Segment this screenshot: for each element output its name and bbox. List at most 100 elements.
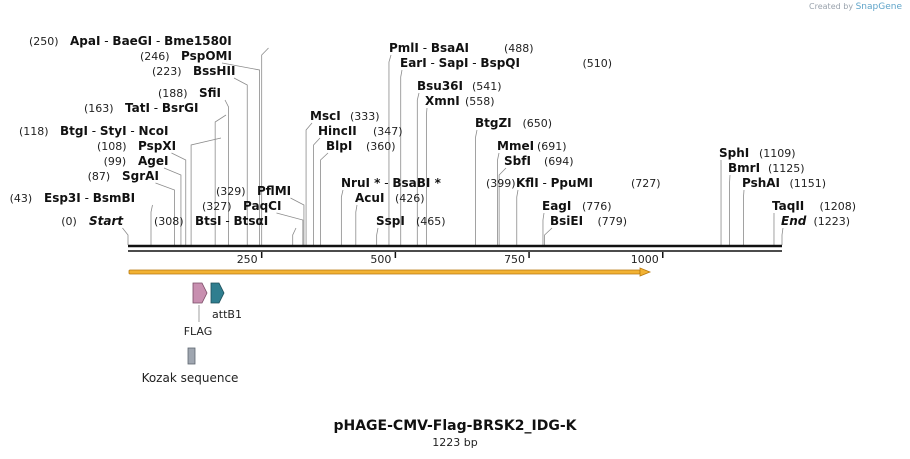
- enzyme-name: EagI: [542, 199, 571, 213]
- site-label[interactable]: AcuI: [355, 191, 384, 205]
- site-leader: [313, 137, 321, 245]
- site-leader: [355, 204, 358, 245]
- site-position: (360): [366, 140, 396, 153]
- site-position: (163): [84, 102, 114, 115]
- site-position: (99): [104, 155, 127, 168]
- site-leader: [190, 137, 222, 245]
- site-position: (426): [395, 192, 425, 205]
- site-label[interactable]: NruI * - BsaBI *: [341, 176, 442, 190]
- site-separator: -: [127, 124, 139, 138]
- enzyme-name: BmrI: [728, 161, 760, 175]
- ruler-label: 500: [370, 253, 391, 266]
- site-leader: [171, 152, 187, 245]
- site-label[interactable]: PflMI: [257, 184, 291, 198]
- site-leader: [388, 54, 392, 245]
- site-leader: [542, 212, 545, 245]
- site-label[interactable]: BsiEI: [550, 214, 583, 228]
- site-separator: -: [380, 176, 392, 190]
- site-label[interactable]: SgrAI: [122, 169, 159, 183]
- site-leader: [498, 167, 507, 245]
- site-leader: [155, 182, 175, 245]
- site-label[interactable]: MscI: [310, 109, 341, 123]
- site-position: (118): [19, 125, 49, 138]
- site-label[interactable]: PmlI - BsaAI: [389, 41, 469, 55]
- site-label[interactable]: SbfI: [504, 154, 531, 168]
- site-label[interactable]: Bsu36I: [417, 79, 463, 93]
- site-separator: -: [81, 191, 93, 205]
- site-leader: [261, 47, 269, 245]
- enzyme-name: BlpI: [326, 139, 352, 153]
- site-label[interactable]: PaqCI: [243, 199, 281, 213]
- enzyme-name: MmeI: [497, 139, 534, 153]
- site-position: (1125): [768, 162, 805, 175]
- site-label[interactable]: SspI: [376, 214, 405, 228]
- site-label[interactable]: ApaI - BaeGI - Bme1580I: [70, 34, 232, 48]
- enzyme-name: BsmBI: [93, 191, 135, 205]
- site-label[interactable]: XmnI: [425, 94, 460, 108]
- ruler-label: 750: [504, 253, 525, 266]
- site-label[interactable]: EarI - SapI - BspQI: [400, 56, 520, 70]
- site-separator: -: [468, 56, 480, 70]
- plasmid-map: ApaI - BaeGI - Bme1580I (250) PspOMI (246) B…: [10, 34, 856, 385]
- site-label[interactable]: PshAI: [742, 176, 780, 190]
- site-separator: -: [100, 34, 112, 48]
- enzyme-name: PspOMI: [181, 49, 232, 63]
- flag-feature[interactable]: [192, 282, 208, 322]
- enzyme-name: Bme1580I: [164, 34, 232, 48]
- site-position: (188): [158, 87, 188, 100]
- site-separator: -: [419, 41, 431, 55]
- site-label[interactable]: Esp3I - BsmBI: [44, 191, 135, 205]
- site-separator: -: [222, 214, 234, 228]
- site-position: (43): [10, 192, 33, 205]
- site-label[interactable]: EagI: [542, 199, 571, 213]
- site-leader: [224, 99, 229, 245]
- site-leader: [781, 227, 784, 245]
- enzyme-name: ApaI: [70, 34, 100, 48]
- site-label[interactable]: TatI - BsrGI: [125, 101, 198, 115]
- site-label[interactable]: PspOMI: [181, 49, 232, 63]
- site-label[interactable]: BtsI - BtsαI: [195, 214, 268, 228]
- enzyme-name: StyI: [100, 124, 127, 138]
- site-leader: [376, 227, 379, 245]
- enzyme-name: PflMI: [257, 184, 291, 198]
- enzyme-name: PshAI: [742, 176, 780, 190]
- site-label[interactable]: TaqII: [772, 199, 804, 213]
- orf-arrow: [128, 267, 652, 277]
- snapgene-logo-text: SnapGene: [855, 2, 902, 12]
- site-leader: [516, 189, 519, 245]
- site-label[interactable]: BssHII: [193, 64, 235, 78]
- enzyme-name: SapI: [439, 56, 469, 70]
- site-label[interactable]: BtgI - StyI - NcoI: [60, 124, 168, 138]
- enzyme-name: EarI: [400, 56, 427, 70]
- enzyme-name: PpuMI: [551, 176, 593, 190]
- site-label[interactable]: AgeI: [138, 154, 168, 168]
- enzyme-name: BtgI: [60, 124, 88, 138]
- site-label[interactable]: MmeI: [497, 139, 534, 153]
- site-label[interactable]: End: [781, 214, 807, 228]
- site-label[interactable]: Start: [89, 214, 124, 228]
- enzyme-name: PspXI: [138, 139, 176, 153]
- kozak-feature[interactable]: [187, 347, 196, 365]
- site-label[interactable]: BtgZI: [475, 116, 512, 130]
- attb1-feature[interactable]: [210, 282, 225, 304]
- site-leader: [163, 167, 182, 245]
- site-position: (558): [465, 95, 495, 108]
- site-position: (488): [504, 42, 534, 55]
- site-label[interactable]: HincII: [318, 124, 357, 138]
- site-leader: [292, 227, 297, 245]
- site-label[interactable]: KflI - PpuMI: [516, 176, 593, 190]
- site-position: (108): [97, 140, 127, 153]
- site-label[interactable]: BlpI: [326, 139, 352, 153]
- site-label[interactable]: BmrI: [728, 161, 760, 175]
- enzyme-name: Esp3I: [44, 191, 81, 205]
- site-label[interactable]: SphI: [719, 146, 749, 160]
- enzyme-name: BaeGI: [112, 34, 152, 48]
- enzyme-name: HincII: [318, 124, 357, 138]
- enzyme-name: BsaAI: [431, 41, 469, 55]
- site-position: (691): [537, 140, 567, 153]
- enzyme-name: BsiEI: [550, 214, 583, 228]
- site-label[interactable]: SfiI: [199, 86, 221, 100]
- site-position: (0): [61, 215, 77, 228]
- site-label[interactable]: PspXI: [138, 139, 176, 153]
- enzyme-name: AgeI: [138, 154, 168, 168]
